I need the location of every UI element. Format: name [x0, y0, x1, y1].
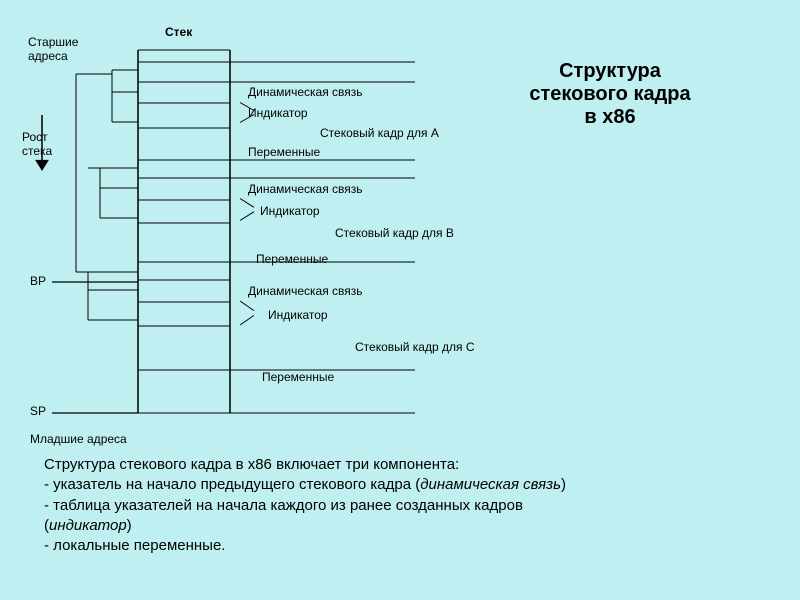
- growth-2: стека: [22, 144, 52, 158]
- stack-header-label: Стек: [165, 25, 192, 39]
- stack-growth-label: Рост стека: [22, 130, 52, 158]
- main-title: Структура стекового кадра в x86: [480, 60, 740, 129]
- frame-b-dyn: Динамическая связь: [248, 182, 363, 196]
- frame-c-frame: Стековый кадр для C: [355, 340, 475, 354]
- sp-label: SP: [30, 404, 46, 418]
- older-addr-2: адреса: [28, 49, 78, 63]
- frame-c-dyn: Динамическая связь: [248, 284, 363, 298]
- para-intro: Структура стекового кадра в x86 включает…: [44, 455, 764, 475]
- frame-a-ind: Индикатор: [248, 106, 308, 120]
- b1c: ): [561, 476, 566, 493]
- b2b: индикатор: [49, 517, 127, 534]
- b2a: - таблица указателей на начала каждого и…: [44, 497, 523, 514]
- para-bullet-2: - таблица указателей на начала каждого и…: [44, 496, 764, 537]
- frame-a-frame: Стековый кадр для A: [320, 126, 439, 140]
- para-bullet-1: - указатель на начало предыдущего стеков…: [44, 475, 764, 495]
- para-bullet-3: - локальные переменные.: [44, 536, 764, 556]
- description-paragraph: Структура стекового кадра в x86 включает…: [44, 455, 764, 556]
- frame-a-vars: Переменные: [248, 145, 320, 159]
- frame-c-vars: Переменные: [262, 370, 334, 384]
- title-line-3: в x86: [480, 106, 740, 129]
- frame-b-frame: Стековый кадр для B: [335, 226, 454, 240]
- b1a: - указатель на начало предыдущего стеков…: [44, 476, 420, 493]
- frame-c-ind: Индикатор: [268, 308, 328, 322]
- title-line-1: Структура: [480, 60, 740, 83]
- b2c: ): [127, 517, 132, 534]
- frame-b-ind: Индикатор: [260, 204, 320, 218]
- b1b: динамическая связь: [420, 476, 561, 493]
- bp-label: BP: [30, 274, 46, 288]
- title-line-2: стекового кадра: [480, 83, 740, 106]
- frame-a-dyn: Динамическая связь: [248, 85, 363, 99]
- growth-1: Рост: [22, 130, 52, 144]
- diagram-canvas: Структура стекового кадра в x86 Стек Ста…: [0, 0, 800, 600]
- frame-b-vars: Переменные: [256, 252, 328, 266]
- younger-addresses-label: Младшие адреса: [30, 432, 127, 446]
- older-addresses-label: Старшие адреса: [28, 35, 78, 63]
- older-addr-1: Старшие: [28, 35, 78, 49]
